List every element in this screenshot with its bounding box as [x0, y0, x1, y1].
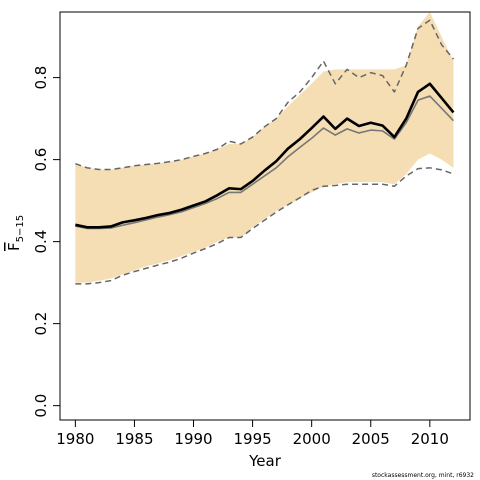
y-tick-label: 0.4	[32, 230, 50, 254]
x-tick-label: 2000	[293, 430, 331, 448]
y-tick-label-group: 0.0	[32, 394, 50, 418]
y-tick-label: 0.6	[32, 148, 50, 172]
x-tick-label: 2005	[352, 430, 390, 448]
series-line-median	[75, 95, 455, 230]
credit-text: stockassessment.org, mint, r6932	[372, 472, 474, 479]
y-tick-label-group: 0.2	[32, 312, 50, 336]
svg-text:F5−15: F5−15	[5, 215, 26, 251]
plot-area	[75, 12, 455, 285]
x-tick-label: 2010	[411, 430, 449, 448]
x-axis: 1980 1985 1990 1995 2000 2005 2010	[56, 419, 449, 448]
x-tick-label: 1985	[115, 430, 153, 448]
y-axis-title-subscript: 5−15	[15, 215, 26, 242]
y-axis-title: F5−15	[5, 215, 26, 251]
confidence-band	[75, 12, 454, 283]
y-axis-title-main: F	[5, 242, 23, 251]
y-tick-label-group: 0.6	[32, 148, 50, 172]
y-tick-label: 0.0	[32, 394, 50, 418]
y-tick-label-group: 0.8	[32, 66, 50, 90]
y-axis: 0.0 0.2 0.4 0.6 0.8	[32, 66, 61, 418]
y-tick-label-group: 0.4	[32, 230, 50, 254]
series-line-upper-bound	[75, 19, 455, 171]
y-tick-label: 0.8	[32, 66, 50, 90]
series-line-lower-bound	[75, 167, 454, 285]
x-axis-title: Year	[248, 452, 282, 470]
y-tick-label: 0.2	[32, 312, 50, 336]
x-tick-label: 1995	[233, 430, 271, 448]
series-line-estimate	[75, 82, 455, 229]
x-tick-label: 1980	[56, 430, 94, 448]
x-tick-label: 1990	[174, 430, 212, 448]
